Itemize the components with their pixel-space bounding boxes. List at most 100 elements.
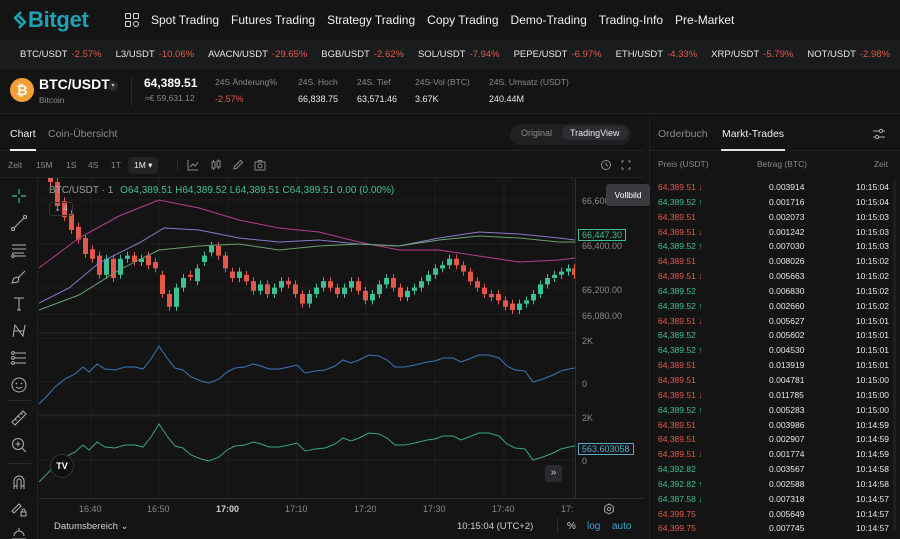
- timeframe-4h[interactable]: 4S: [88, 160, 99, 170]
- pattern-icon[interactable]: [10, 322, 28, 340]
- view-original[interactable]: Original: [521, 128, 553, 138]
- brush-icon[interactable]: [10, 268, 28, 286]
- scroll-to-latest-button[interactable]: »: [545, 465, 562, 482]
- trade-price: 64,399.75: [658, 523, 696, 534]
- trade-row: 64,399.75 0.007745 10:14:57: [650, 521, 900, 536]
- clock-icon[interactable]: [599, 158, 613, 172]
- trendline-icon[interactable]: [10, 214, 28, 232]
- trade-amount: 0.004530: [769, 345, 805, 356]
- pair-selector[interactable]: BTC/USDT: [39, 76, 110, 92]
- text-icon[interactable]: [10, 295, 28, 313]
- emoji-icon[interactable]: [10, 376, 28, 394]
- nav-futures-trading[interactable]: Futures Trading: [231, 13, 316, 27]
- ticker-item[interactable]: L3/USDT -10.06%: [116, 49, 194, 60]
- tradingview-logo[interactable]: TV: [50, 454, 74, 478]
- trade-price: 64,392.82 ↑: [658, 478, 703, 489]
- log-scale-toggle[interactable]: log: [587, 521, 601, 532]
- ticker-symbol: BGB/USDT: [321, 49, 370, 60]
- timeframe-1d[interactable]: 1T: [111, 160, 121, 170]
- chevron-down-icon[interactable]: ▾: [108, 81, 118, 91]
- ticker-item[interactable]: SOL/USDT -7.94%: [418, 49, 500, 60]
- price-axis[interactable]: 66,600.00 66,400.00 66,447.30 66,200.00 …: [575, 178, 643, 498]
- zoom-in-icon[interactable]: [10, 436, 28, 454]
- trade-price: 64,399.75: [658, 508, 696, 519]
- timeframe-1m-dropdown[interactable]: 1M ▾: [128, 157, 159, 174]
- trade-amount: 0.002588: [769, 478, 805, 489]
- tab-market-trades[interactable]: Markt-Trades: [722, 128, 785, 140]
- chart-settings-icon[interactable]: [603, 503, 615, 515]
- timeframe-1h[interactable]: 1S: [66, 160, 77, 170]
- trade-amount: 0.002907: [769, 434, 805, 445]
- trade-row: 64,389.52 ↑ 0.004530 10:15:01: [650, 343, 900, 358]
- divider: [177, 159, 178, 171]
- ticker-item[interactable]: ETH/USDT -4.33%: [616, 49, 698, 60]
- trade-amount: 0.007318: [769, 493, 805, 504]
- candle-type-icon[interactable]: [209, 158, 223, 172]
- nav-pre-market[interactable]: Pre-Market: [675, 13, 735, 27]
- settings-sliders-icon[interactable]: [872, 127, 886, 141]
- magnet-icon[interactable]: [10, 473, 28, 491]
- nav-trading-info[interactable]: Trading-Info: [598, 13, 664, 27]
- trade-time: 10:15:02: [855, 300, 889, 311]
- date-range-dropdown[interactable]: Datumsbereich ⌄: [54, 521, 129, 532]
- bitget-logo[interactable]: Bitget: [12, 7, 102, 33]
- trade-price: 64,389.51 ↓: [658, 226, 703, 237]
- trade-time: 10:14:59: [855, 419, 889, 430]
- trade-row: 64,389.51 ↓ 0.003914 10:15:04: [650, 180, 900, 195]
- pencil-icon[interactable]: [231, 158, 245, 172]
- ticker-item[interactable]: BTC/USDT -2.57%: [20, 49, 102, 60]
- trade-amount: 0.005649: [769, 508, 805, 519]
- ticker-item[interactable]: PEPE/USDT -6.97%: [514, 49, 602, 60]
- trade-price: 64,392.82: [658, 464, 696, 475]
- ticker-change: -5.79%: [763, 49, 794, 60]
- ticker-item[interactable]: AVACN/USDT -29.65%: [208, 49, 307, 60]
- lock-drawings-icon[interactable]: [10, 500, 28, 518]
- indicators-collapse-button[interactable]: ⌄ 4: [49, 202, 73, 216]
- nav-copy-trading[interactable]: Copy Trading: [427, 13, 499, 27]
- percent-scale-toggle[interactable]: %: [567, 521, 576, 532]
- time-axis[interactable]: 16:40 16:50 17:00 17:10 17:20 17:30 17:4…: [39, 498, 643, 518]
- divider: [7, 400, 31, 401]
- trade-row: 64,389.52 ↑ 0.002660 10:15:02: [650, 299, 900, 314]
- camera-icon[interactable]: [253, 158, 267, 172]
- stat-24h-high: 24S. Hoch 66,838.75: [298, 77, 338, 104]
- trade-amount: 0.005283: [769, 404, 805, 415]
- x-tick: 16:40: [79, 504, 102, 514]
- trade-price: 64,387.58 ↓: [658, 493, 703, 504]
- visibility-icon[interactable]: [10, 526, 28, 539]
- trade-row: 64,389.51 ↓ 0.005663 10:15:02: [650, 269, 900, 284]
- trade-amount: 0.005663: [769, 271, 805, 282]
- tab-chart[interactable]: Chart: [10, 128, 36, 140]
- chart-panel: Chart Coin-Übersicht Original TradingVie…: [0, 118, 650, 539]
- ticker-symbol: L3/USDT: [115, 49, 155, 60]
- tab-coin-overview[interactable]: Coin-Übersicht: [48, 128, 118, 140]
- forecast-icon[interactable]: [10, 349, 28, 367]
- trade-row: 64,389.51 0.013919 10:15:01: [650, 358, 900, 373]
- nav-spot-trading[interactable]: Spot Trading: [151, 13, 220, 27]
- apps-grid-icon[interactable]: [125, 13, 139, 27]
- trade-price: 64,389.51: [658, 256, 696, 267]
- indicator-icon[interactable]: [186, 158, 200, 172]
- trade-row: 64,389.52 0.005602 10:15:01: [650, 328, 900, 343]
- chart-clock[interactable]: 10:15:04 (UTC+2): [457, 521, 534, 532]
- timeframe-15m[interactable]: 15M: [36, 160, 53, 170]
- price-chart[interactable]: BTC/USDT · 1 O64,389.51 H64,389.52 L64,3…: [39, 178, 575, 498]
- ticker-item[interactable]: BGB/USDT -2.62%: [321, 49, 404, 60]
- trade-time: 10:15:00: [855, 374, 889, 385]
- fullscreen-icon[interactable]: [619, 158, 633, 172]
- horizontal-lines-icon[interactable]: [10, 241, 28, 259]
- ticker-item[interactable]: XRP/USDT -5.79%: [711, 49, 793, 60]
- ticker-item[interactable]: NOT/USDT -2.98%: [807, 49, 890, 60]
- ruler-icon[interactable]: [10, 409, 28, 427]
- crosshair-icon[interactable]: [10, 187, 28, 205]
- auto-scale-toggle[interactable]: auto: [612, 521, 632, 532]
- trades-scrollbar[interactable]: [893, 180, 896, 530]
- ticker-symbol: ETH/USDT: [615, 49, 664, 60]
- indicator-value-badge: 563.603058: [578, 443, 634, 455]
- trade-price: 64,389.52: [658, 285, 696, 296]
- view-tradingview[interactable]: TradingView: [562, 126, 628, 140]
- tab-orderbook[interactable]: Orderbuch: [658, 128, 708, 140]
- nav-demo-trading[interactable]: Demo-Trading: [510, 13, 587, 27]
- nav-strategy-trading[interactable]: Strategy Trading: [327, 13, 416, 27]
- trade-price: 64,389.52 ↑: [658, 345, 703, 356]
